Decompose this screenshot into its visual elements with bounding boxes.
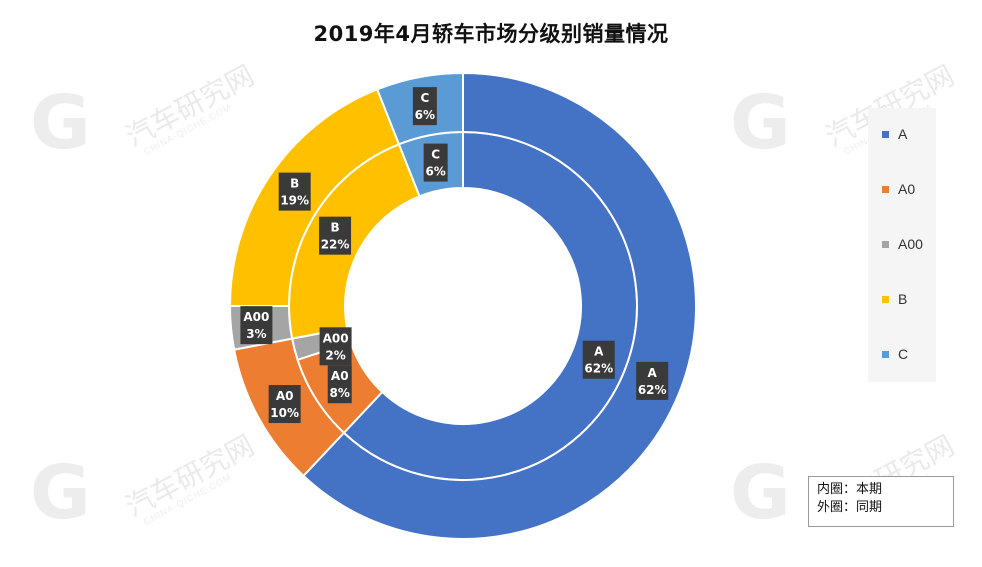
data-label-box: [240, 306, 273, 345]
legend-label: B: [898, 291, 908, 307]
data-label-box: [319, 216, 352, 255]
data-label-box: [423, 143, 448, 182]
data-label-inner-b: B 22%: [319, 216, 352, 255]
data-label-text: B: [290, 177, 299, 191]
ring-note: 内圈：本期 外圈：同期: [808, 476, 954, 527]
legend-item-b: B: [882, 291, 907, 307]
legend-item-a0: A0: [882, 181, 915, 197]
legend-label: C: [898, 346, 909, 362]
data-label-outer-c: C 6%: [412, 87, 437, 126]
chart-title: 2019年4月轿车市场分级别销量情况: [313, 22, 669, 46]
data-label-text: A: [594, 345, 604, 359]
data-label-box: [268, 385, 301, 424]
data-label-inner-c: C 6%: [423, 143, 448, 182]
data-label-text: 19%: [280, 194, 309, 208]
data-label-text: 6%: [425, 165, 445, 179]
data-label-text: A00: [323, 331, 349, 345]
data-label-text: 62%: [638, 383, 667, 397]
legend-swatch: [882, 185, 889, 193]
data-label-text: 22%: [321, 238, 350, 252]
data-label-text: C: [420, 91, 429, 105]
data-label-text: C: [431, 148, 440, 162]
data-label-box: [319, 327, 352, 366]
data-label-text: B: [330, 221, 339, 235]
data-label-inner-a: A 62%: [582, 340, 615, 379]
data-label-text: 2%: [325, 348, 345, 362]
chart-legend: A A0 A00 B C: [868, 108, 936, 382]
data-label-text: 8%: [330, 386, 350, 400]
data-label-outer-b: B 19%: [278, 172, 311, 211]
data-label-text: 6%: [415, 108, 435, 122]
data-label-text: 3%: [246, 327, 266, 341]
data-label-outer-a: A 62%: [636, 361, 669, 400]
legend-swatch: [882, 350, 889, 358]
data-label-box: [278, 172, 311, 211]
data-label-text: A0: [276, 389, 294, 403]
legend-item-c: C: [882, 346, 908, 362]
data-label-box: [327, 365, 352, 404]
data-label-box: [412, 87, 437, 126]
legend-label: A: [898, 126, 908, 142]
data-label-inner-a0: A08%: [327, 365, 352, 404]
legend-item-a00: A00: [882, 236, 923, 252]
data-label-text: A00: [243, 310, 269, 324]
data-label-text: A: [648, 366, 658, 380]
data-label-box: [636, 361, 669, 400]
legend-label: A00: [898, 236, 923, 252]
note-inner: 内圈：本期: [817, 482, 883, 497]
legend-swatch: [882, 295, 889, 303]
data-label-text: A0: [331, 369, 349, 383]
legend-item-a: A: [882, 126, 907, 142]
slice-outer-a: [302, 71, 697, 540]
legend-swatch: [882, 240, 889, 248]
data-label-text: 62%: [584, 362, 613, 376]
legend-label: A0: [898, 181, 916, 197]
data-label-text: 10%: [270, 406, 299, 420]
data-label-box: [582, 340, 615, 379]
legend-swatch: [882, 130, 889, 138]
note-outer: 外圈：同期: [817, 500, 883, 515]
